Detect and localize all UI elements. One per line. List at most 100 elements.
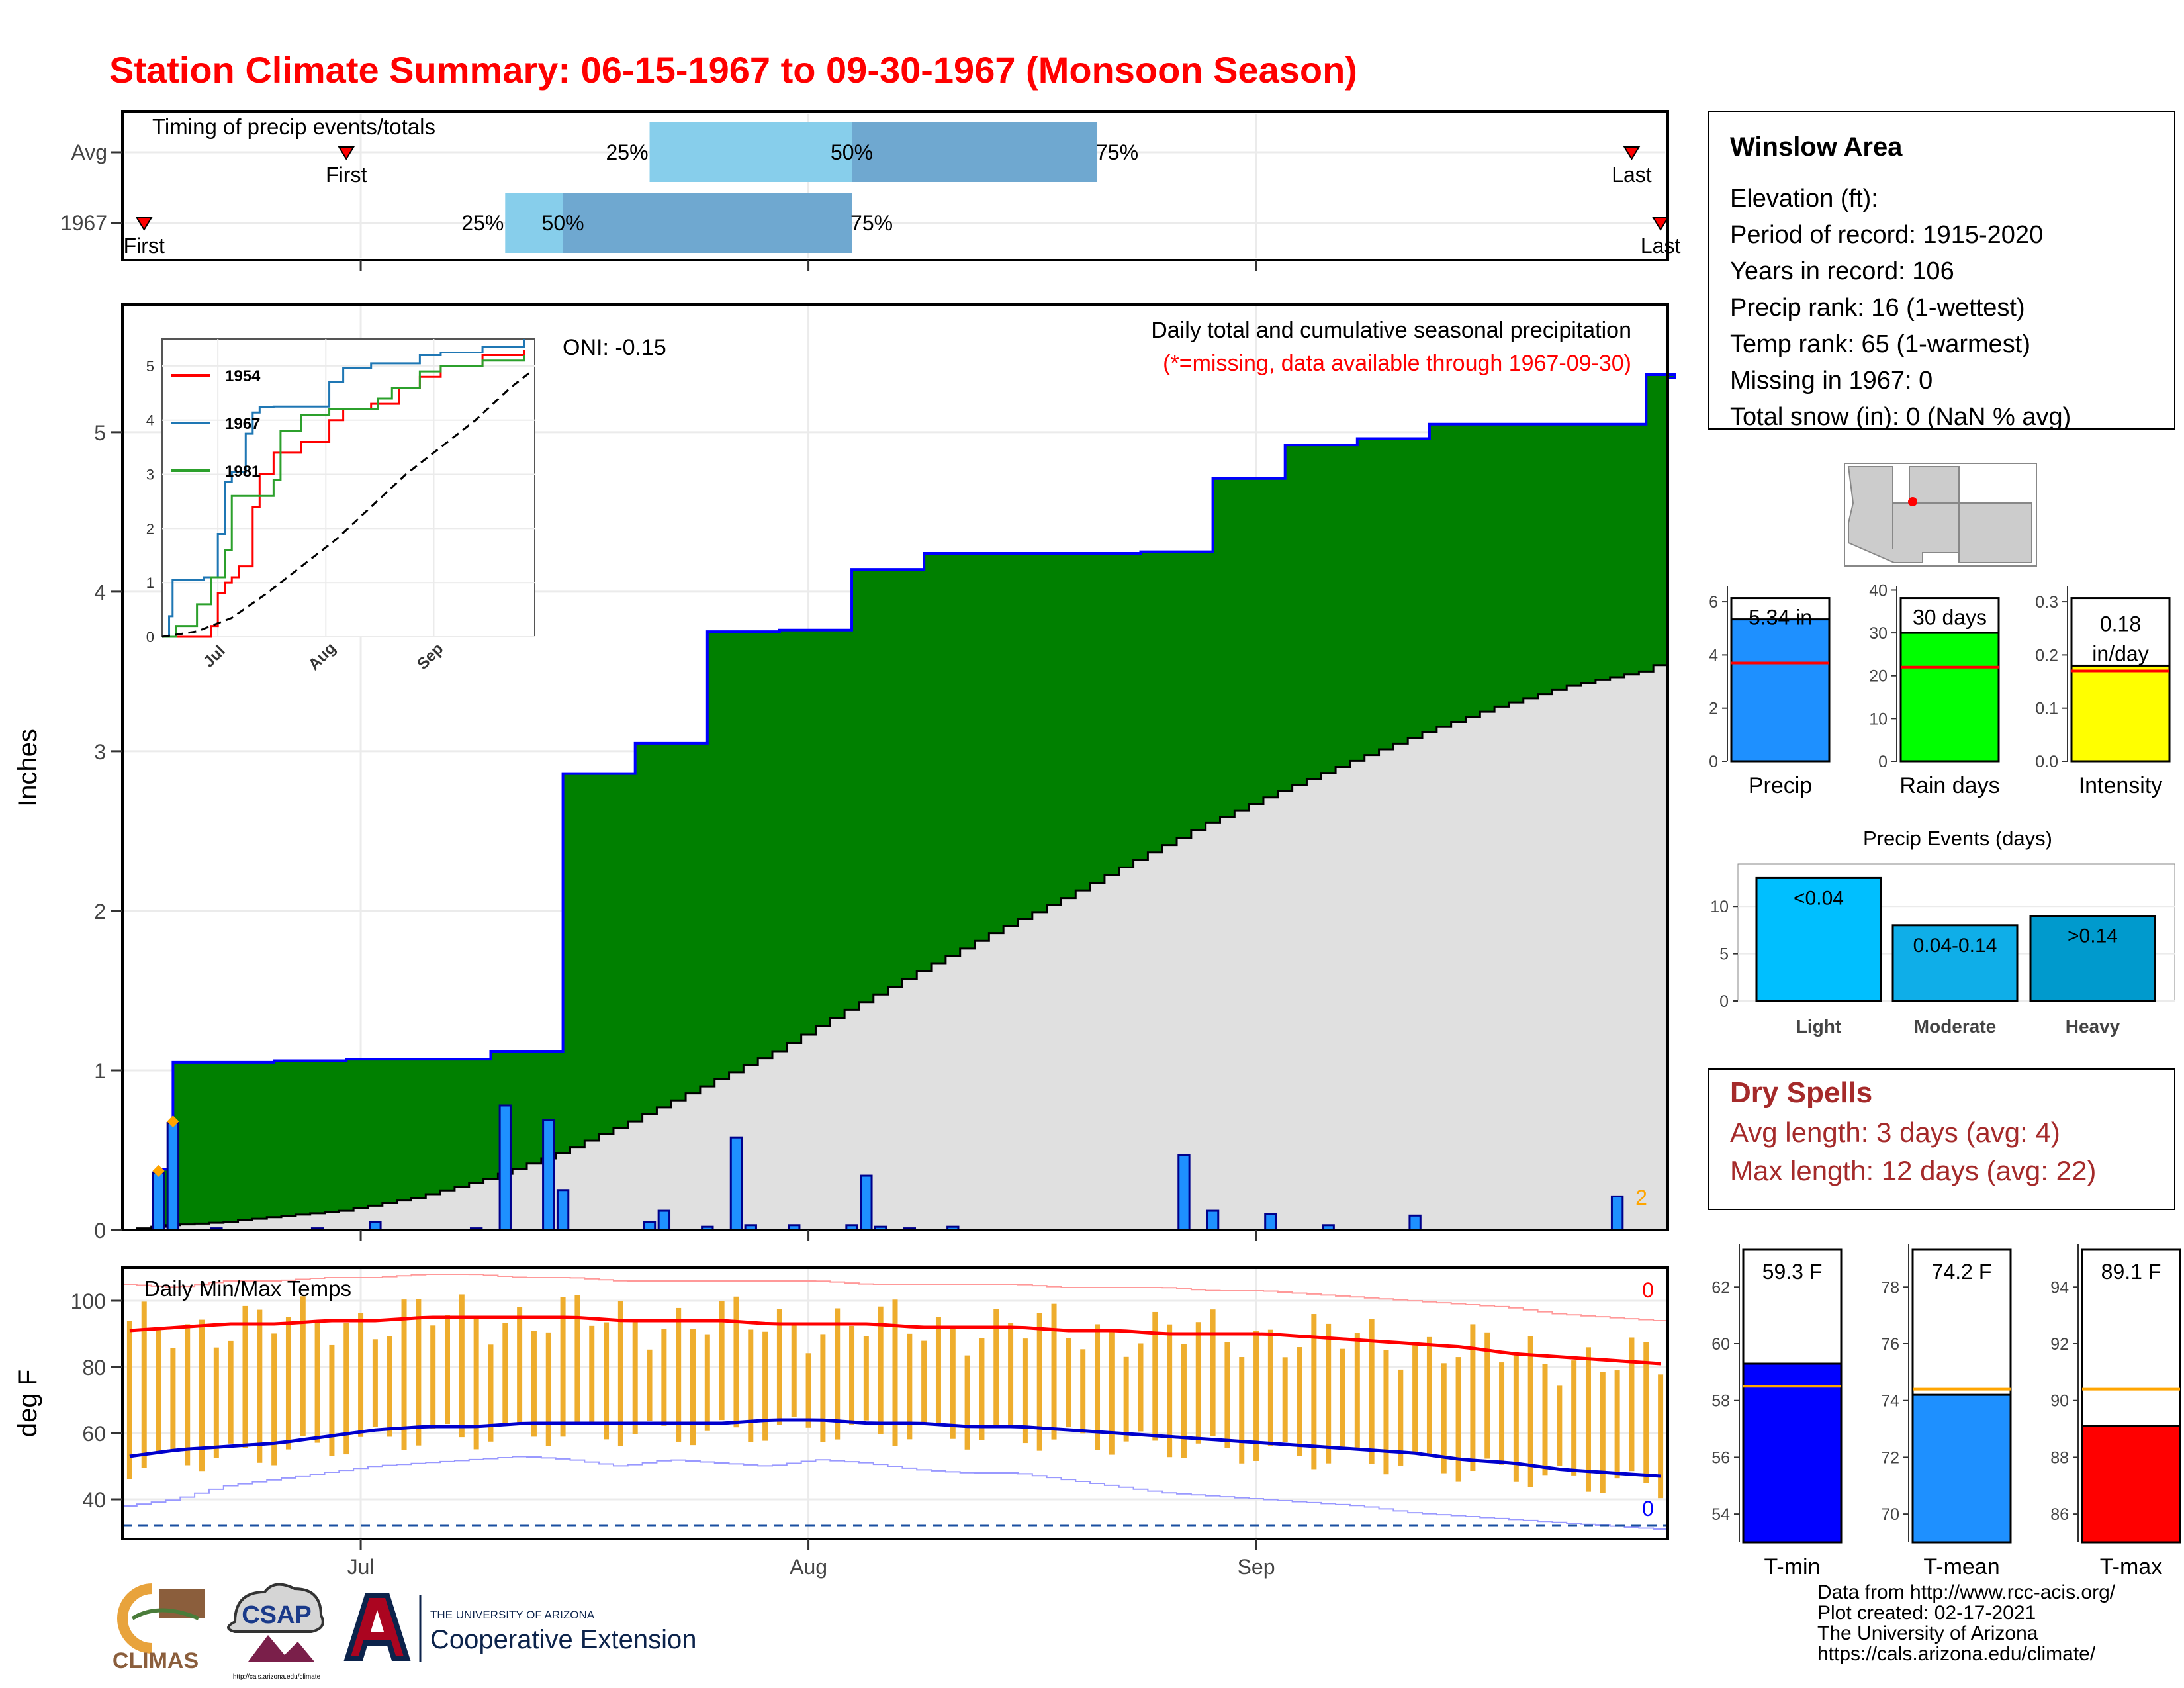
summary-bar-precip [1730,618,1831,763]
daily-precip-bar [1610,1195,1624,1231]
daily-precip-bar [1408,1214,1422,1231]
temp-summary-y-tick: 88 [2050,1448,2069,1467]
daily-temp-range-bar [1527,1336,1533,1487]
daily-temp-range-bar [1326,1323,1332,1464]
summary-y-tick: 0 [1878,753,1888,771]
events-category-label: Heavy [2066,1016,2120,1037]
daily-temp-range-bar [185,1324,191,1466]
temp-summary-value-label: 89.1 F [2101,1260,2161,1284]
daily-precip-bar [152,1171,165,1231]
precip-y-tick: 5 [94,421,106,445]
precip-y-tick: 2 [94,900,106,923]
daily-temp-range-bar [257,1309,263,1463]
summary-y-tick: 20 [1869,667,1888,686]
daily-precip-bar [1264,1213,1277,1231]
summary-y-tick: 4 [1709,646,1718,665]
daily-temp-range-bar [589,1325,595,1424]
sponsor-logos: CLIMAS CSAP http://cals.arizona.edu/clim… [106,1582,741,1681]
temp-summary-y-tick: 60 [1711,1335,1730,1354]
daily-temp-range-bar [1412,1344,1418,1452]
average-cumulative-line [122,664,1668,1231]
events-category-label: Light [1796,1016,1841,1037]
date-axis-tick: Sep [1238,1555,1275,1579]
precip-panel: Daily total and cumulative seasonal prec… [13,303,1676,1243]
temp-y-tick: 60 [82,1422,106,1446]
daily-temp-range-bar [1398,1369,1404,1466]
daily-temp-range-bar [820,1334,826,1442]
temp-summary-y-tick: 62 [1711,1278,1730,1297]
timing-p25-label: 25% [606,140,648,164]
daily-temp-range-bar [372,1339,378,1427]
precip-ylabel: Inches [13,729,42,807]
inset-y-tick: 3 [146,467,154,483]
daily-temp-range-bar [719,1301,725,1421]
daily-temp-range-bar [964,1355,970,1450]
daily-temp-range-bar [358,1313,364,1437]
daily-temp-range-bar [676,1307,682,1442]
cold-day-count: 0 [1642,1497,1654,1521]
above-average-cumulative-area [122,375,1675,1230]
events-category-label: Moderate [1914,1016,1996,1037]
daily-temp-range-bar [199,1319,205,1472]
station-info-line: Missing in 1967: 0 [1730,367,1933,395]
daily-temp-range-bar [791,1325,797,1417]
seasonal-summary-bars: 0 2 4 6 5.34 in Precip 0 10 20 30 40 30 days Rain da… [1709,581,2171,798]
svg-text:Cooperative Extension: Cooperative Extension [430,1625,696,1654]
timing-row-label: Avg [71,140,107,164]
daily-temp-range-bar [776,1309,782,1425]
temp-summary-y-tick: 72 [1881,1448,1899,1467]
daily-temp-range-bar [762,1331,768,1441]
daily-temp-range-bar [921,1340,927,1424]
dry-spells-heading: Dry Spells [1730,1076,1872,1109]
daily-temp-range-bar [1022,1338,1028,1444]
svg-text:CLIMAS: CLIMAS [113,1648,199,1673]
daily-temp-range-bar [213,1347,219,1458]
daily-temp-range-bar [1253,1331,1259,1461]
credit-created: Plot created: 02-17-2021 [1817,1602,2036,1624]
daily-precip-bar [498,1104,512,1231]
daily-temp-range-bar [242,1305,248,1448]
timing-q25-q50-bar [505,193,563,253]
precip-y-tick: 1 [94,1059,106,1083]
timing-p75-label: 75% [1096,140,1138,164]
temp-summary-y-tick: 58 [1711,1392,1730,1411]
inset-legend-label: 1981 [225,463,260,481]
summary-y-tick: 0.1 [2035,700,2058,718]
temp-summary-value-label: 74.2 F [1932,1260,1992,1284]
temp-y-tick: 100 [71,1289,106,1313]
daily-temp-range-bar [387,1336,392,1437]
station-info-line: Elevation (ft): [1730,185,1878,212]
timing-first-marker [338,146,355,160]
daily-temp-range-bar [1109,1329,1115,1455]
daily-temp-range-bar [343,1322,349,1455]
credit-institution: The University of Arizona [1817,1622,2038,1644]
daily-temp-range-bar [141,1301,147,1468]
daily-temp-range-bar [531,1331,537,1437]
summary-y-tick: 40 [1869,581,1888,600]
daily-temp-range-bar [835,1308,841,1440]
events-bar-label: >0.14 [2068,925,2118,947]
timing-last-label: Last [1641,234,1681,258]
temp-summary-bar-t-min [1742,1362,1843,1544]
credit-url: https://cals.arizona.edu/climate/ [1817,1643,2096,1665]
daily-temp-range-bar [329,1344,335,1456]
record-max-line [122,1274,1668,1321]
daily-temp-range-bar [1311,1314,1317,1470]
daily-temp-range-bar [1195,1322,1201,1444]
daily-temp-range-bar [228,1340,234,1444]
temp-ylabel: deg F [13,1370,42,1437]
daily-precip-bar [166,1122,180,1231]
average-max-line [129,1315,1661,1366]
daily-temp-range-bar [950,1327,956,1439]
daily-temp-range-bar [979,1338,985,1440]
inset-legend-label: 1967 [225,415,260,433]
daily-precip-bar [542,1119,555,1231]
daily-temp-range-bar [416,1299,422,1446]
missing-data-marker [152,1164,165,1177]
daily-temp-range-bar [1470,1324,1476,1472]
timing-last-label: Last [1612,163,1652,187]
summary-value-unit: in/day [2092,642,2148,666]
timing-p75-label: 75% [850,211,893,235]
summary-y-tick: 0.0 [2035,753,2058,771]
